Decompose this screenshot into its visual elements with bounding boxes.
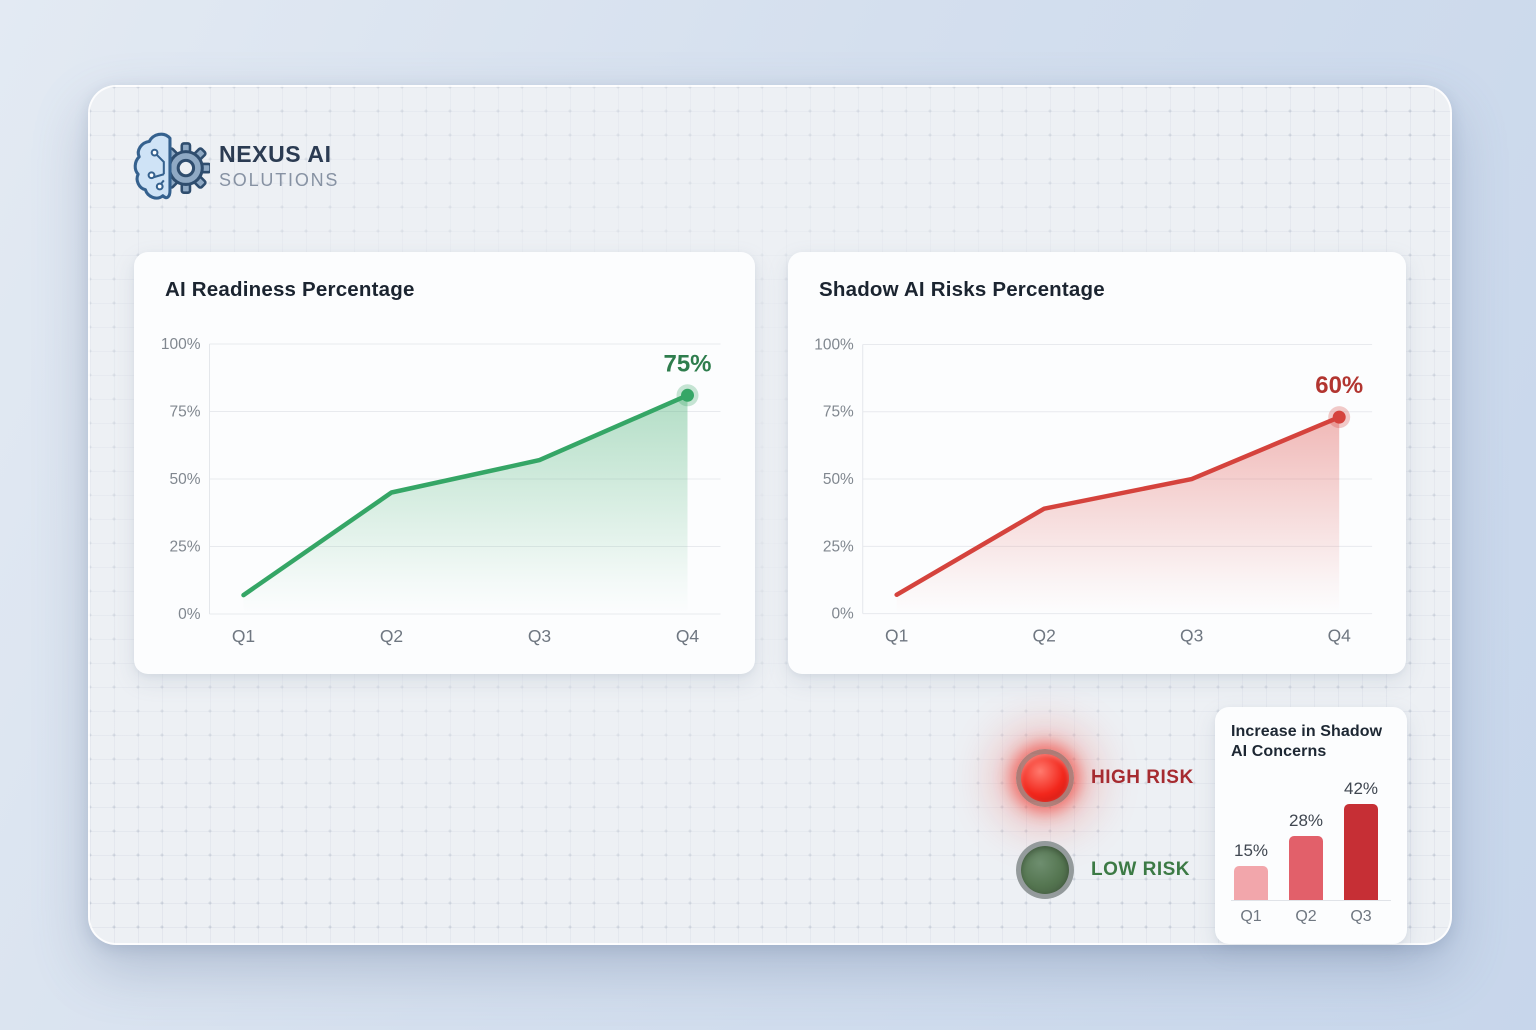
ai-readiness-chart-title: AI Readiness Percentage [165, 278, 415, 301]
svg-text:Q4: Q4 [1328, 626, 1352, 646]
bar-column-q1: 15% [1234, 841, 1268, 900]
brand-subtitle: SOLUTIONS [219, 170, 340, 190]
svg-text:75%: 75% [823, 404, 854, 421]
bar-value-label: 42% [1343, 778, 1379, 798]
svg-text:50%: 50% [823, 471, 854, 488]
brand: NEXUS AI SOLUTIONS [132, 127, 339, 205]
svg-text:25%: 25% [823, 538, 854, 555]
svg-text:Q4: Q4 [676, 626, 700, 646]
shadow-ai-risks-line-chart: 0% 25% 50% 75% 100% Q1 Q2 Q3 Q4 60% [814, 336, 1373, 646]
bar-rect [1234, 865, 1268, 900]
high-risk-label: HIGH RISK [1091, 767, 1194, 788]
low-risk-indicator: LOW RISK [1016, 841, 1190, 899]
bar-category-label: Q1 [1240, 907, 1262, 925]
bar-chart-category-labels: Q1 Q2 Q3 [1231, 908, 1391, 926]
bar-column-q2: 28% [1289, 811, 1323, 900]
shadow-ai-concerns-bar-chart: 15% 28% 42% [1231, 769, 1391, 901]
bar-category-label: Q3 [1350, 907, 1372, 925]
shadow-ai-concerns-card: Increase in Shadow AI Concerns 15% 28% 42%… [1215, 707, 1407, 944]
bar-value-label: 15% [1233, 840, 1269, 860]
high-risk-led-icon [1016, 749, 1074, 807]
bar-category-label: Q2 [1295, 907, 1317, 925]
svg-text:60%: 60% [1315, 372, 1363, 399]
svg-text:25%: 25% [169, 539, 200, 556]
svg-text:0%: 0% [178, 606, 201, 623]
brain-icon [133, 132, 172, 200]
svg-text:Q3: Q3 [1180, 626, 1203, 646]
bar-chart-title: Increase in Shadow AI Concerns [1231, 723, 1383, 761]
svg-text:Q3: Q3 [528, 626, 551, 646]
svg-text:50%: 50% [169, 471, 200, 488]
dashboard-card: NEXUS AI SOLUTIONS AI Readiness Percenta… [88, 85, 1452, 945]
low-risk-label: LOW RISK [1091, 859, 1190, 880]
bar-rect [1289, 835, 1323, 900]
bar-value-label: 28% [1288, 810, 1324, 830]
brand-text: NEXUS AI SOLUTIONS [219, 141, 339, 191]
brand-name: NEXUS AI [219, 141, 332, 167]
ai-readiness-chart-card: AI Readiness Percentage 0% 25% 50% 75% 100% Q… [134, 252, 755, 674]
svg-text:Q2: Q2 [1033, 626, 1056, 646]
ai-readiness-line-chart: 0% 25% 50% 75% 100% Q1 Q2 Q3 Q4 75% [161, 336, 721, 646]
svg-text:Q1: Q1 [885, 626, 908, 646]
bar-rect [1344, 803, 1378, 900]
svg-text:Q1: Q1 [232, 626, 255, 646]
svg-text:100%: 100% [814, 336, 854, 353]
svg-text:0%: 0% [831, 606, 854, 623]
svg-text:75%: 75% [663, 350, 711, 377]
shadow-ai-risks-chart-card: Shadow AI Risks Percentage 0% 25% 50% 75% 10… [788, 252, 1406, 674]
svg-text:75%: 75% [169, 404, 200, 421]
high-risk-indicator: HIGH RISK [1016, 749, 1194, 807]
svg-text:Q2: Q2 [380, 626, 403, 646]
brain-gear-logo-icon [133, 132, 210, 200]
svg-text:100%: 100% [161, 336, 201, 353]
shadow-ai-risks-chart-title: Shadow AI Risks Percentage [819, 278, 1105, 301]
low-risk-led-icon [1016, 841, 1074, 899]
gear-icon [159, 142, 210, 194]
bar-column-q3: 42% [1344, 779, 1378, 900]
